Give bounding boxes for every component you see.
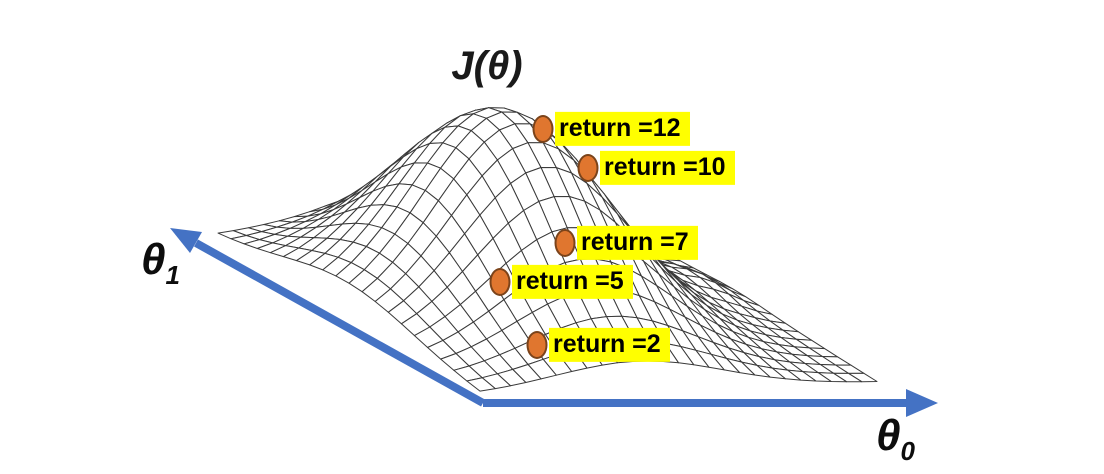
theta1-axis-shaft: [194, 239, 485, 407]
theta1-axis-label: θ1: [141, 235, 180, 289]
return-label: return =5: [512, 264, 633, 300]
sample-point-dot: [489, 268, 511, 296]
mesh-cell: [466, 377, 496, 392]
return-label: return =12: [555, 111, 690, 147]
return-label: return =2: [549, 327, 670, 363]
sample-point-dot: [532, 115, 554, 143]
theta1-arrowhead-icon: [170, 228, 202, 253]
theta0-symbol: θ: [876, 411, 901, 460]
theta0-subscript: 0: [900, 436, 916, 466]
sample-point-dot: [526, 331, 548, 359]
sample-point-dot: [577, 154, 599, 182]
return-label: return =10: [600, 150, 735, 186]
axis-arrows: [170, 228, 938, 417]
theta1-symbol: θ: [141, 235, 166, 284]
surface-mesh: [217, 107, 878, 392]
theta1-subscript: 1: [165, 260, 181, 290]
sample-point-dot: [554, 229, 576, 257]
theta0-arrowhead-icon: [906, 389, 938, 417]
theta0-axis-label: θ0: [876, 411, 915, 465]
chart-title: J(θ): [451, 44, 523, 88]
return-label: return =7: [577, 225, 698, 261]
